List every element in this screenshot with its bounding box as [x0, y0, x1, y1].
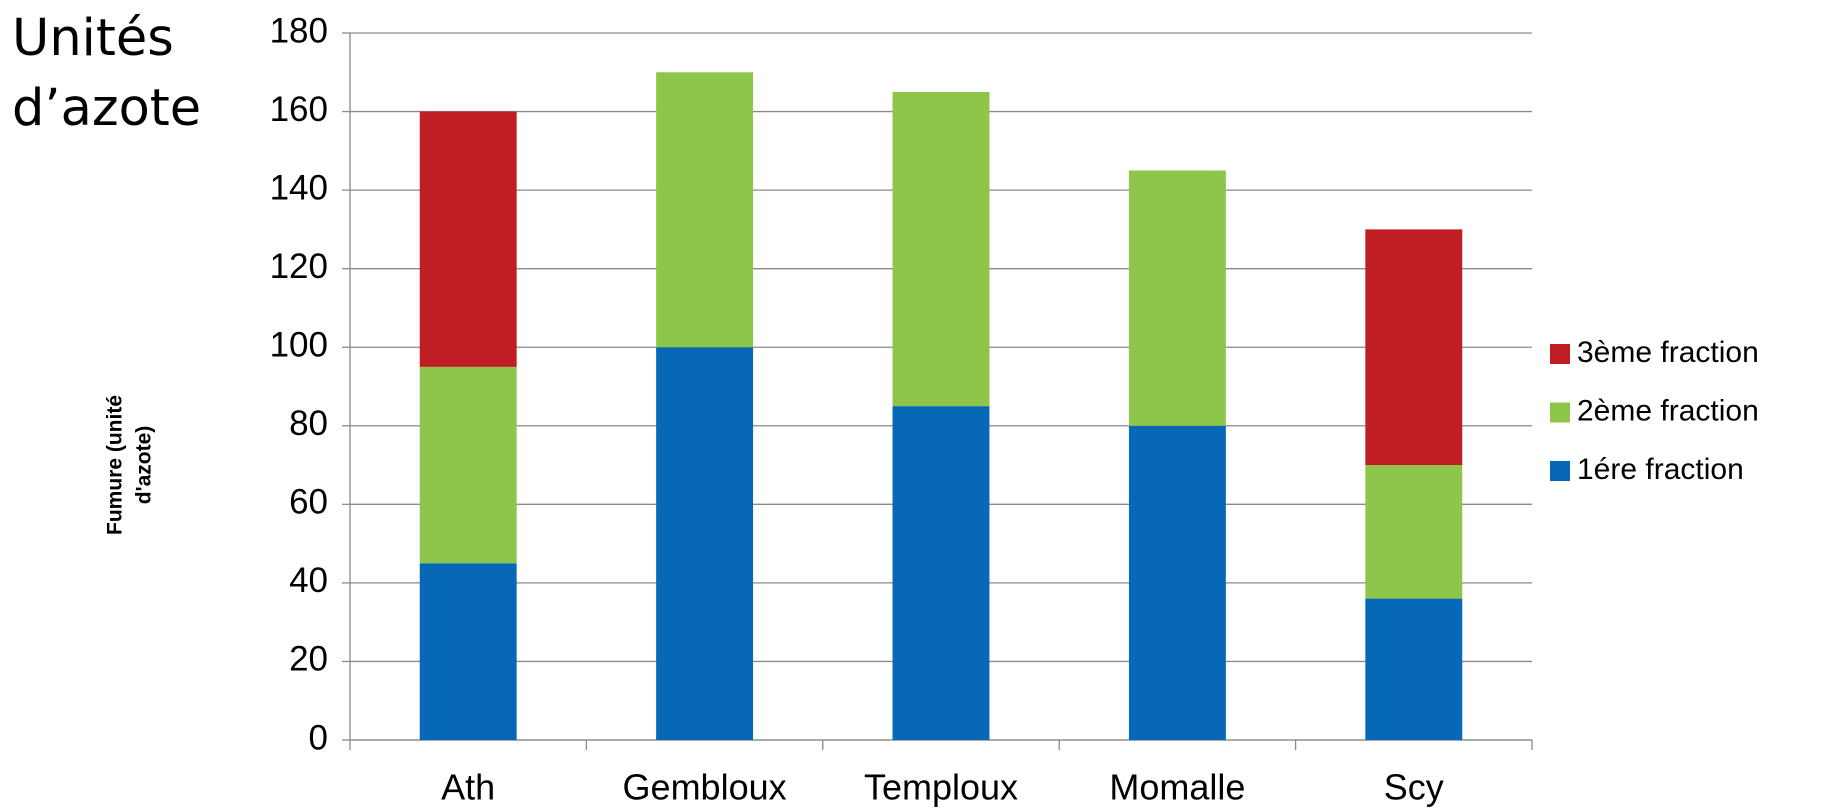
x-tick-label: Temploux [864, 767, 1018, 808]
y-tick-label: 60 [289, 483, 328, 522]
bar-segment [1128, 425, 1226, 740]
legend-label: 3ème fraction [1577, 336, 1759, 369]
bar-segment [419, 366, 517, 564]
y-tick-label: 120 [270, 247, 328, 286]
y-axis-label-line: Fumure (unité [104, 395, 127, 535]
x-tick-label: Scy [1384, 767, 1444, 808]
y-axis-label: Fumure (unité d'azote) [104, 395, 156, 535]
y-tick-label: 80 [289, 404, 328, 443]
bar-segment [1365, 598, 1463, 740]
legend-label: 2ème fraction [1577, 394, 1759, 427]
y-tick-label: 160 [270, 90, 328, 129]
bar-segment [656, 347, 754, 740]
legend-swatch [1550, 402, 1570, 423]
legend-swatch [1550, 461, 1570, 481]
x-tick-label: Momalle [1109, 767, 1245, 808]
legend-label: 1ére fraction [1577, 453, 1744, 486]
bar-segment [1128, 170, 1226, 426]
y-tick-label: 40 [289, 561, 328, 600]
bar-segment [892, 91, 990, 407]
y-tick-label: 180 [270, 11, 328, 50]
annotation: Unités [12, 9, 174, 68]
bar-segment [892, 406, 990, 740]
bar-segment [656, 72, 754, 348]
y-tick-label: 140 [270, 168, 328, 207]
y-tick-label: 0 [309, 718, 328, 757]
bar-segment [1365, 229, 1463, 466]
bar-segment [419, 111, 517, 367]
bar-segment [419, 563, 517, 740]
annotation: d’azote [12, 79, 201, 138]
y-tick-label: 20 [289, 640, 328, 679]
legend-swatch [1550, 344, 1570, 364]
y-tick-label: 100 [270, 325, 328, 364]
bar-segment [1365, 465, 1463, 599]
x-tick-label: Ath [441, 767, 495, 808]
y-axis-label-line: d'azote) [133, 426, 156, 505]
x-tick-label: Gembloux [623, 767, 787, 808]
